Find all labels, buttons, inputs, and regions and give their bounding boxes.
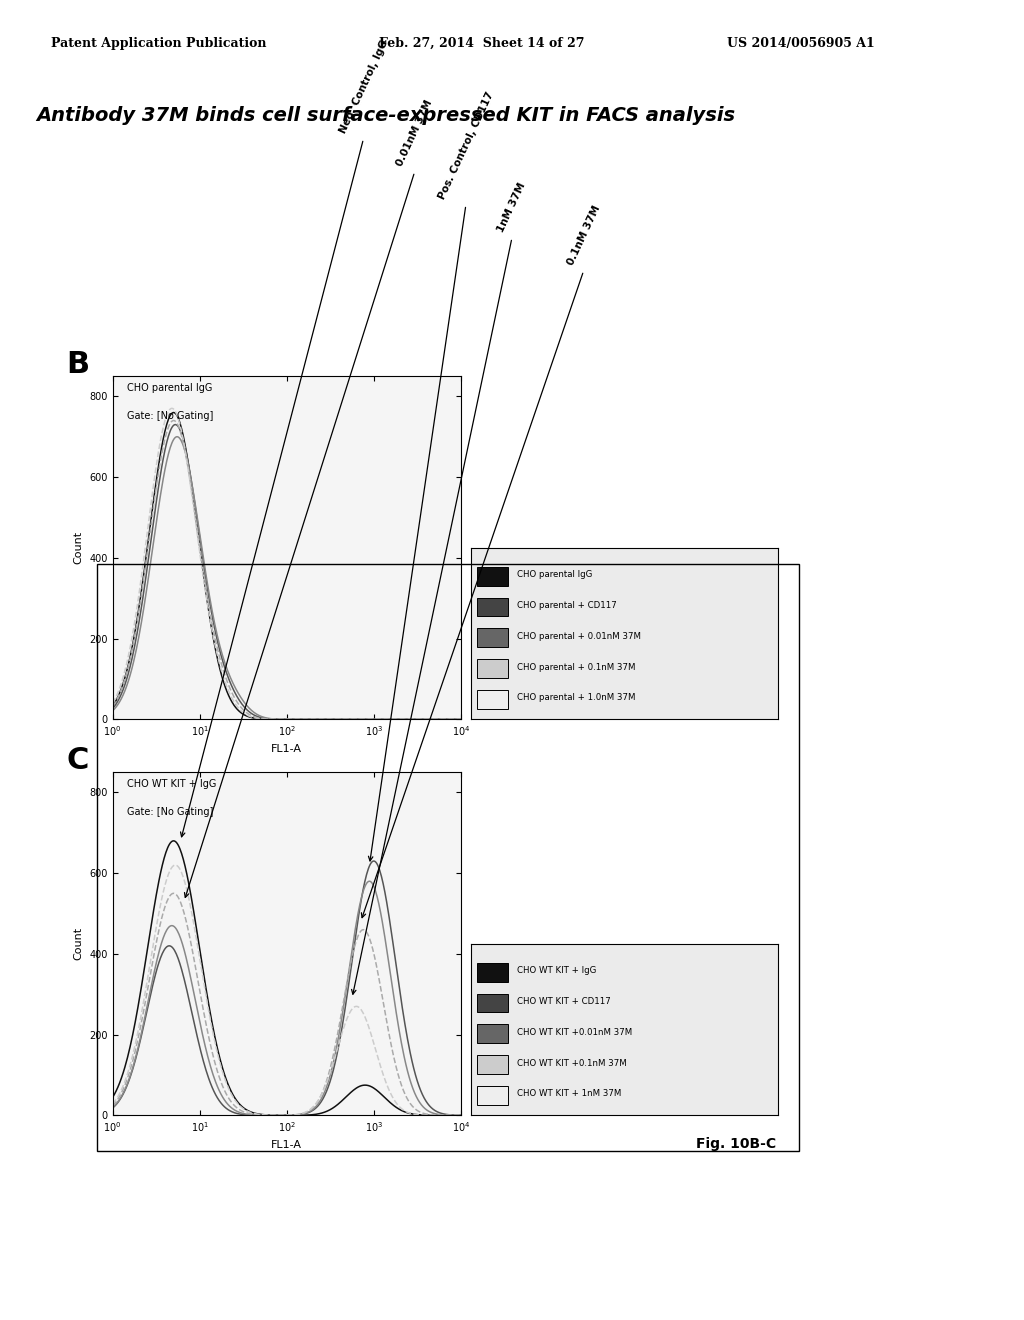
Text: 0.01nM 37M: 0.01nM 37M bbox=[395, 98, 434, 168]
Text: Pos. Control, CD117: Pos. Control, CD117 bbox=[436, 90, 496, 201]
Text: CHO WT KIT +0.01nM 37M: CHO WT KIT +0.01nM 37M bbox=[517, 1028, 633, 1036]
Text: B: B bbox=[67, 350, 90, 379]
Text: Fig. 10B-C: Fig. 10B-C bbox=[696, 1138, 776, 1151]
Y-axis label: Count: Count bbox=[74, 927, 84, 961]
Bar bbox=[477, 994, 508, 1012]
Bar bbox=[477, 628, 508, 647]
Text: CHO WT KIT +0.1nM 37M: CHO WT KIT +0.1nM 37M bbox=[517, 1059, 627, 1068]
Text: CHO parental + CD117: CHO parental + CD117 bbox=[517, 601, 616, 610]
Bar bbox=[477, 962, 508, 982]
X-axis label: FL1-A: FL1-A bbox=[271, 743, 302, 754]
Bar bbox=[477, 1024, 508, 1043]
Text: CHO parental + 0.1nM 37M: CHO parental + 0.1nM 37M bbox=[517, 663, 636, 672]
Text: CHO parental + 0.01nM 37M: CHO parental + 0.01nM 37M bbox=[517, 632, 641, 640]
Text: 0.1nM 37M: 0.1nM 37M bbox=[565, 203, 602, 267]
Bar bbox=[477, 566, 508, 586]
Bar bbox=[477, 598, 508, 616]
Text: CHO WT KIT + 1nM 37M: CHO WT KIT + 1nM 37M bbox=[517, 1089, 622, 1098]
Text: CHO WT KIT + IgG: CHO WT KIT + IgG bbox=[517, 966, 597, 975]
Text: Gate: [No Gating]: Gate: [No Gating] bbox=[127, 807, 213, 817]
Text: C: C bbox=[67, 746, 89, 775]
Text: US 2014/0056905 A1: US 2014/0056905 A1 bbox=[727, 37, 874, 50]
Text: CHO WT KIT + CD117: CHO WT KIT + CD117 bbox=[517, 997, 611, 1006]
Text: Patent Application Publication: Patent Application Publication bbox=[51, 37, 266, 50]
Bar bbox=[477, 1086, 508, 1105]
Bar bbox=[477, 690, 508, 709]
Bar bbox=[477, 1056, 508, 1074]
Text: CHO WT KIT + IgG: CHO WT KIT + IgG bbox=[127, 779, 216, 789]
Bar bbox=[477, 660, 508, 678]
Text: Neg. Control, IgG: Neg. Control, IgG bbox=[338, 38, 389, 135]
Text: Antibody 37M binds cell surface-expressed KIT in FACS analysis: Antibody 37M binds cell surface-expresse… bbox=[36, 106, 735, 124]
Y-axis label: Count: Count bbox=[74, 531, 84, 565]
Text: Feb. 27, 2014  Sheet 14 of 27: Feb. 27, 2014 Sheet 14 of 27 bbox=[379, 37, 585, 50]
Text: CHO parental IgG: CHO parental IgG bbox=[517, 570, 593, 579]
X-axis label: FL1-A: FL1-A bbox=[271, 1139, 302, 1150]
Text: Gate: [No Gating]: Gate: [No Gating] bbox=[127, 411, 213, 421]
Text: CHO parental IgG: CHO parental IgG bbox=[127, 383, 212, 393]
Text: 1nM 37M: 1nM 37M bbox=[497, 181, 527, 234]
Text: CHO parental + 1.0nM 37M: CHO parental + 1.0nM 37M bbox=[517, 693, 636, 702]
